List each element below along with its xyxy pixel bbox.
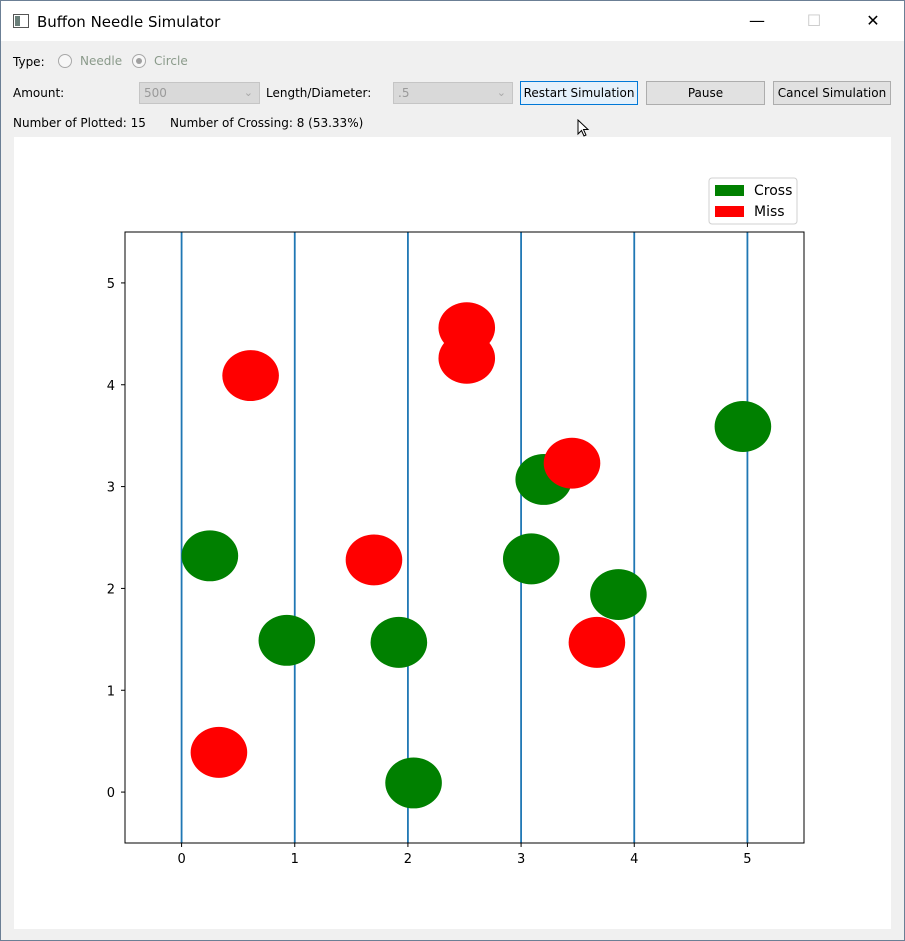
cross-point	[714, 401, 772, 452]
window-title: Buffon Needle Simulator	[37, 13, 221, 31]
x-tick-label: 0	[177, 852, 185, 867]
miss-point	[190, 726, 248, 778]
length-diameter-select-value: .5	[398, 86, 410, 100]
length-diameter-select[interactable]: .5 ⌄	[393, 82, 513, 104]
miss-point	[438, 302, 496, 354]
close-button[interactable]: ✕	[866, 11, 880, 30]
needle-radio-label: Needle	[80, 54, 123, 68]
cross-point	[590, 569, 647, 620]
minimize-button[interactable]: —	[749, 11, 765, 30]
circle-radio[interactable]	[132, 54, 146, 68]
cross-point	[385, 757, 442, 809]
restart-simulation-button[interactable]: Restart Simulation	[520, 81, 638, 105]
crossing-count: Number of Crossing: 8 (53.33%)	[170, 116, 364, 130]
y-tick-label: 0	[107, 786, 115, 801]
title-bar: Buffon Needle Simulator — ☐ ✕	[1, 1, 904, 41]
legend-swatch	[715, 185, 744, 196]
miss-point	[345, 534, 403, 586]
amount-select-value: 500	[144, 86, 167, 100]
length-diameter-label: Length/Diameter:	[266, 86, 372, 100]
axes-frame	[124, 231, 805, 844]
circle-radio-label: Circle	[154, 54, 188, 68]
cross-point	[258, 614, 316, 666]
x-tick-label: 5	[743, 852, 751, 867]
mouse-cursor-icon	[577, 119, 590, 137]
x-tick-label: 4	[630, 852, 638, 867]
y-tick-label: 1	[107, 684, 115, 699]
x-tick-label: 1	[291, 852, 299, 867]
needle-radio[interactable]	[58, 54, 72, 68]
chevron-down-icon: ⌄	[243, 86, 253, 99]
app-icon	[13, 14, 29, 28]
cross-point	[502, 533, 560, 585]
miss-point	[568, 616, 626, 668]
y-tick-label: 2	[107, 582, 115, 597]
y-tick-label: 3	[107, 481, 115, 496]
type-label: Type:	[13, 55, 45, 69]
cross-point	[181, 530, 239, 582]
plotted-count: Number of Plotted: 15	[13, 116, 146, 130]
plot-area: 0 1 2 3 4 5 0 1 2 3 4 5 Cross Miss	[14, 137, 891, 929]
miss-point	[222, 350, 279, 402]
cancel-simulation-button[interactable]: Cancel Simulation	[773, 81, 891, 105]
legend-label: Miss	[754, 204, 785, 220]
cross-point	[370, 616, 428, 668]
miss-point	[543, 437, 601, 489]
x-tick-label: 3	[517, 852, 525, 867]
legend-swatch	[715, 206, 744, 217]
y-tick-label: 4	[107, 379, 115, 394]
amount-label: Amount:	[13, 86, 65, 100]
pause-button[interactable]: Pause	[646, 81, 765, 105]
legend-label: Cross	[754, 183, 792, 199]
maximize-button: ☐	[806, 11, 822, 30]
y-tick-label: 5	[107, 277, 115, 292]
scatter-chart: 0 1 2 3 4 5 0 1 2 3 4 5 Cross Miss	[107, 177, 805, 867]
amount-select[interactable]: 500 ⌄	[139, 82, 260, 104]
x-tick-label: 2	[404, 852, 412, 867]
chevron-down-icon: ⌄	[496, 86, 506, 99]
